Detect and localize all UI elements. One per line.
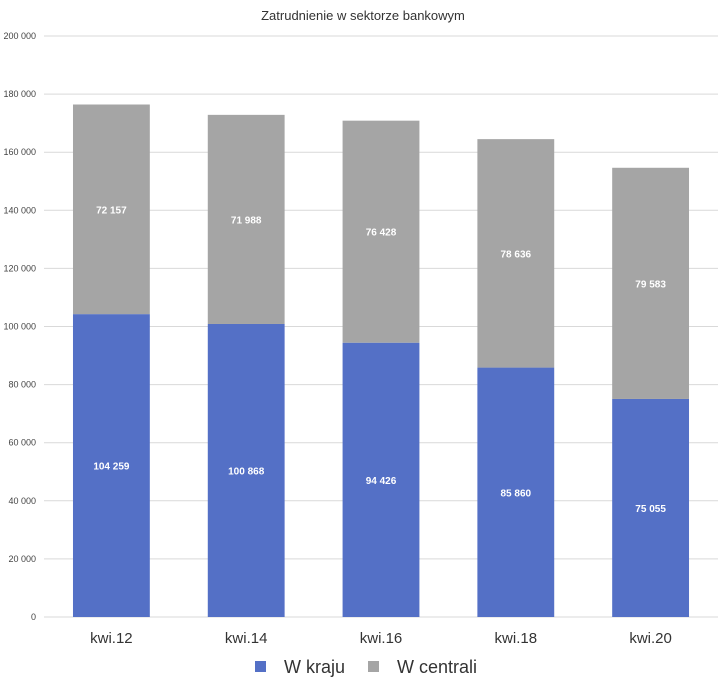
bar-segment-w-kraju — [72, 314, 150, 617]
data-label: 71 988 — [231, 215, 262, 226]
bar-segment-w-centrali — [207, 114, 285, 324]
data-label: 72 157 — [96, 205, 127, 216]
legend-swatch — [368, 661, 379, 672]
y-axis: 0 20 000 40 000 60 000 80 000 100 000 120 000 1… — [3, 31, 36, 622]
x-tick-label: kwi.12 — [90, 630, 133, 647]
bar-segment-w-kraju — [342, 342, 420, 617]
bar-segment-w-centrali — [477, 139, 555, 368]
bar-segment-w-centrali — [72, 104, 150, 315]
y-tick-label: 120 000 — [3, 263, 36, 273]
data-label: 100 868 — [228, 466, 265, 477]
legend-label: W kraju — [284, 657, 345, 677]
bar-segment-w-kraju — [207, 323, 285, 617]
x-tick-label: kwi.18 — [495, 630, 538, 647]
y-tick-label: 0 — [31, 612, 36, 622]
chart-title: Zatrudnienie w sektorze bankowym — [261, 8, 465, 23]
data-label: 75 055 — [635, 504, 666, 515]
y-tick-label: 160 000 — [3, 147, 36, 157]
y-tick-label: 20 000 — [8, 554, 36, 564]
y-tick-label: 200 000 — [3, 31, 36, 41]
legend-swatch — [255, 661, 266, 672]
data-label: 78 636 — [501, 249, 532, 260]
y-tick-label: 100 000 — [3, 322, 36, 332]
x-tick-label: kwi.14 — [225, 630, 268, 647]
y-tick-label: 40 000 — [8, 496, 36, 506]
y-tick-label: 80 000 — [8, 380, 36, 390]
data-label: 94 426 — [366, 476, 397, 487]
data-label: 76 428 — [366, 228, 397, 239]
bar-segment-w-centrali — [612, 167, 690, 399]
bar-segment-w-kraju — [612, 398, 690, 617]
x-axis: kwi.12 kwi.14 kwi.16 kwi.18 kwi.20 — [90, 630, 672, 647]
legend-label: W centrali — [397, 657, 477, 677]
bar-segment-w-centrali — [342, 120, 420, 343]
bars: 104 259 72 157 100 868 71 988 94 426 76 428 85… — [72, 104, 690, 617]
y-tick-label: 140 000 — [3, 205, 36, 215]
data-label: 85 860 — [501, 488, 532, 499]
data-label: 79 583 — [635, 279, 666, 290]
legend: W kraju W centrali — [255, 657, 477, 677]
y-tick-label: 60 000 — [8, 438, 36, 448]
bar-segment-w-kraju — [477, 367, 555, 617]
x-tick-label: kwi.20 — [629, 630, 672, 647]
y-tick-label: 180 000 — [3, 89, 36, 99]
data-label: 104 259 — [93, 462, 130, 473]
x-tick-label: kwi.16 — [360, 630, 403, 647]
